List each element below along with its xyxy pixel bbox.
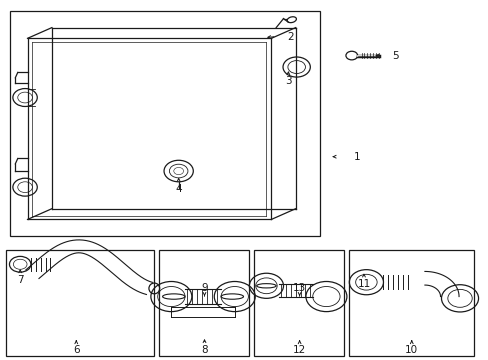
Bar <box>159 250 249 356</box>
Bar <box>254 250 344 356</box>
Text: 7: 7 <box>17 275 23 285</box>
Text: 1: 1 <box>353 152 359 162</box>
Text: 9: 9 <box>201 283 207 293</box>
Text: 10: 10 <box>405 345 417 355</box>
Text: 4: 4 <box>175 184 182 194</box>
Text: 13: 13 <box>292 283 305 293</box>
Bar <box>10 12 320 235</box>
Text: 3: 3 <box>285 76 291 86</box>
Text: 6: 6 <box>73 345 80 355</box>
Text: 5: 5 <box>391 50 398 60</box>
Bar <box>348 250 473 356</box>
Text: 11: 11 <box>357 279 370 289</box>
Text: 12: 12 <box>292 345 305 355</box>
Bar <box>5 250 154 356</box>
Text: 8: 8 <box>201 345 207 355</box>
Text: 2: 2 <box>287 32 294 41</box>
